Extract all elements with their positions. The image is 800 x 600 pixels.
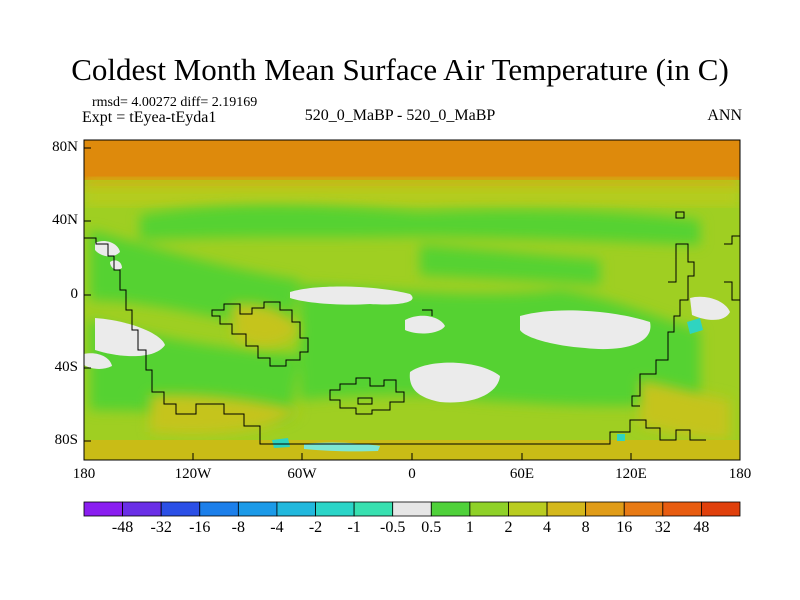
y-tick-label: 80S — [54, 432, 78, 448]
colorbar-swatch — [430, 501, 471, 517]
x-tick-label: 180 — [72, 466, 96, 482]
colorbar-label: -48 — [111, 519, 134, 536]
field-band-4-south — [84, 440, 740, 460]
colorbar-swatch — [276, 501, 316, 517]
colorbar-swatch — [199, 501, 239, 517]
colorbar-swatch — [237, 501, 278, 517]
colorbar-label: 4 — [543, 519, 552, 536]
colorbar-label: 1 — [465, 519, 474, 536]
colorbar-swatch — [469, 501, 509, 517]
colorbar-swatch — [122, 501, 162, 517]
axis-ticks — [83, 147, 741, 460]
experiment-label: Expt = tEyea-tEyda1 — [82, 109, 217, 126]
colorbar-swatch — [623, 501, 664, 517]
colorbar-label: 0.5 — [421, 519, 442, 536]
x-tick-label: 0 — [408, 466, 416, 482]
field-band-near-zero — [84, 241, 730, 403]
colorbar — [83, 501, 741, 517]
x-tick-label: 120E — [615, 466, 647, 482]
colorbar-label: -1 — [347, 519, 361, 536]
season-label: ANN — [707, 107, 742, 124]
colorbar-label: -2 — [308, 519, 323, 536]
stats-text: rmsd= 4.00272 diff= 2.19169 — [92, 95, 258, 110]
colorbar-label: 32 — [654, 519, 671, 536]
colorbar-swatch — [508, 501, 548, 517]
colorbar-label: 2 — [504, 519, 513, 536]
colorbar-label: -8 — [231, 519, 245, 536]
chart-title: Coldest Month Mean Surface Air Temperatu… — [71, 52, 729, 87]
temperature-field — [84, 140, 740, 460]
colorbar-label: -0.5 — [380, 519, 406, 536]
x-tick-label: 120W — [174, 466, 212, 482]
colorbar-swatch — [353, 501, 394, 517]
field-band-1 — [90, 205, 700, 420]
colorbar-label: 8 — [581, 519, 590, 536]
colorbar-label: 48 — [693, 519, 710, 536]
y-tick-label: 80N — [52, 139, 78, 155]
colorbar-swatch — [392, 501, 432, 517]
case-label: 520_0_MaBP - 520_0_MaBP — [304, 107, 496, 124]
x-tick-label: 180 — [728, 466, 752, 482]
colorbar-swatch — [585, 501, 625, 517]
colorbar-swatch — [546, 501, 587, 517]
colorbar-label: -16 — [189, 519, 211, 536]
colorbar-swatch — [160, 501, 201, 517]
x-tick-label: 60W — [287, 466, 317, 482]
colorbar-swatch — [315, 501, 355, 517]
colorbar-swatch — [701, 501, 741, 517]
x-tick-label: 60E — [509, 466, 535, 482]
colorbar-swatch — [662, 501, 702, 517]
colorbar-swatch — [83, 501, 123, 517]
y-tick-label: 0 — [70, 286, 79, 302]
continent-outlines — [84, 211, 740, 445]
colorbar-label: -4 — [270, 519, 284, 536]
y-tick-label: 40S — [54, 359, 78, 375]
colorbar-label: 16 — [616, 519, 633, 536]
colorbar-label: -32 — [150, 519, 172, 536]
y-tick-label: 40N — [52, 212, 78, 228]
field-band-16 — [84, 140, 740, 180]
